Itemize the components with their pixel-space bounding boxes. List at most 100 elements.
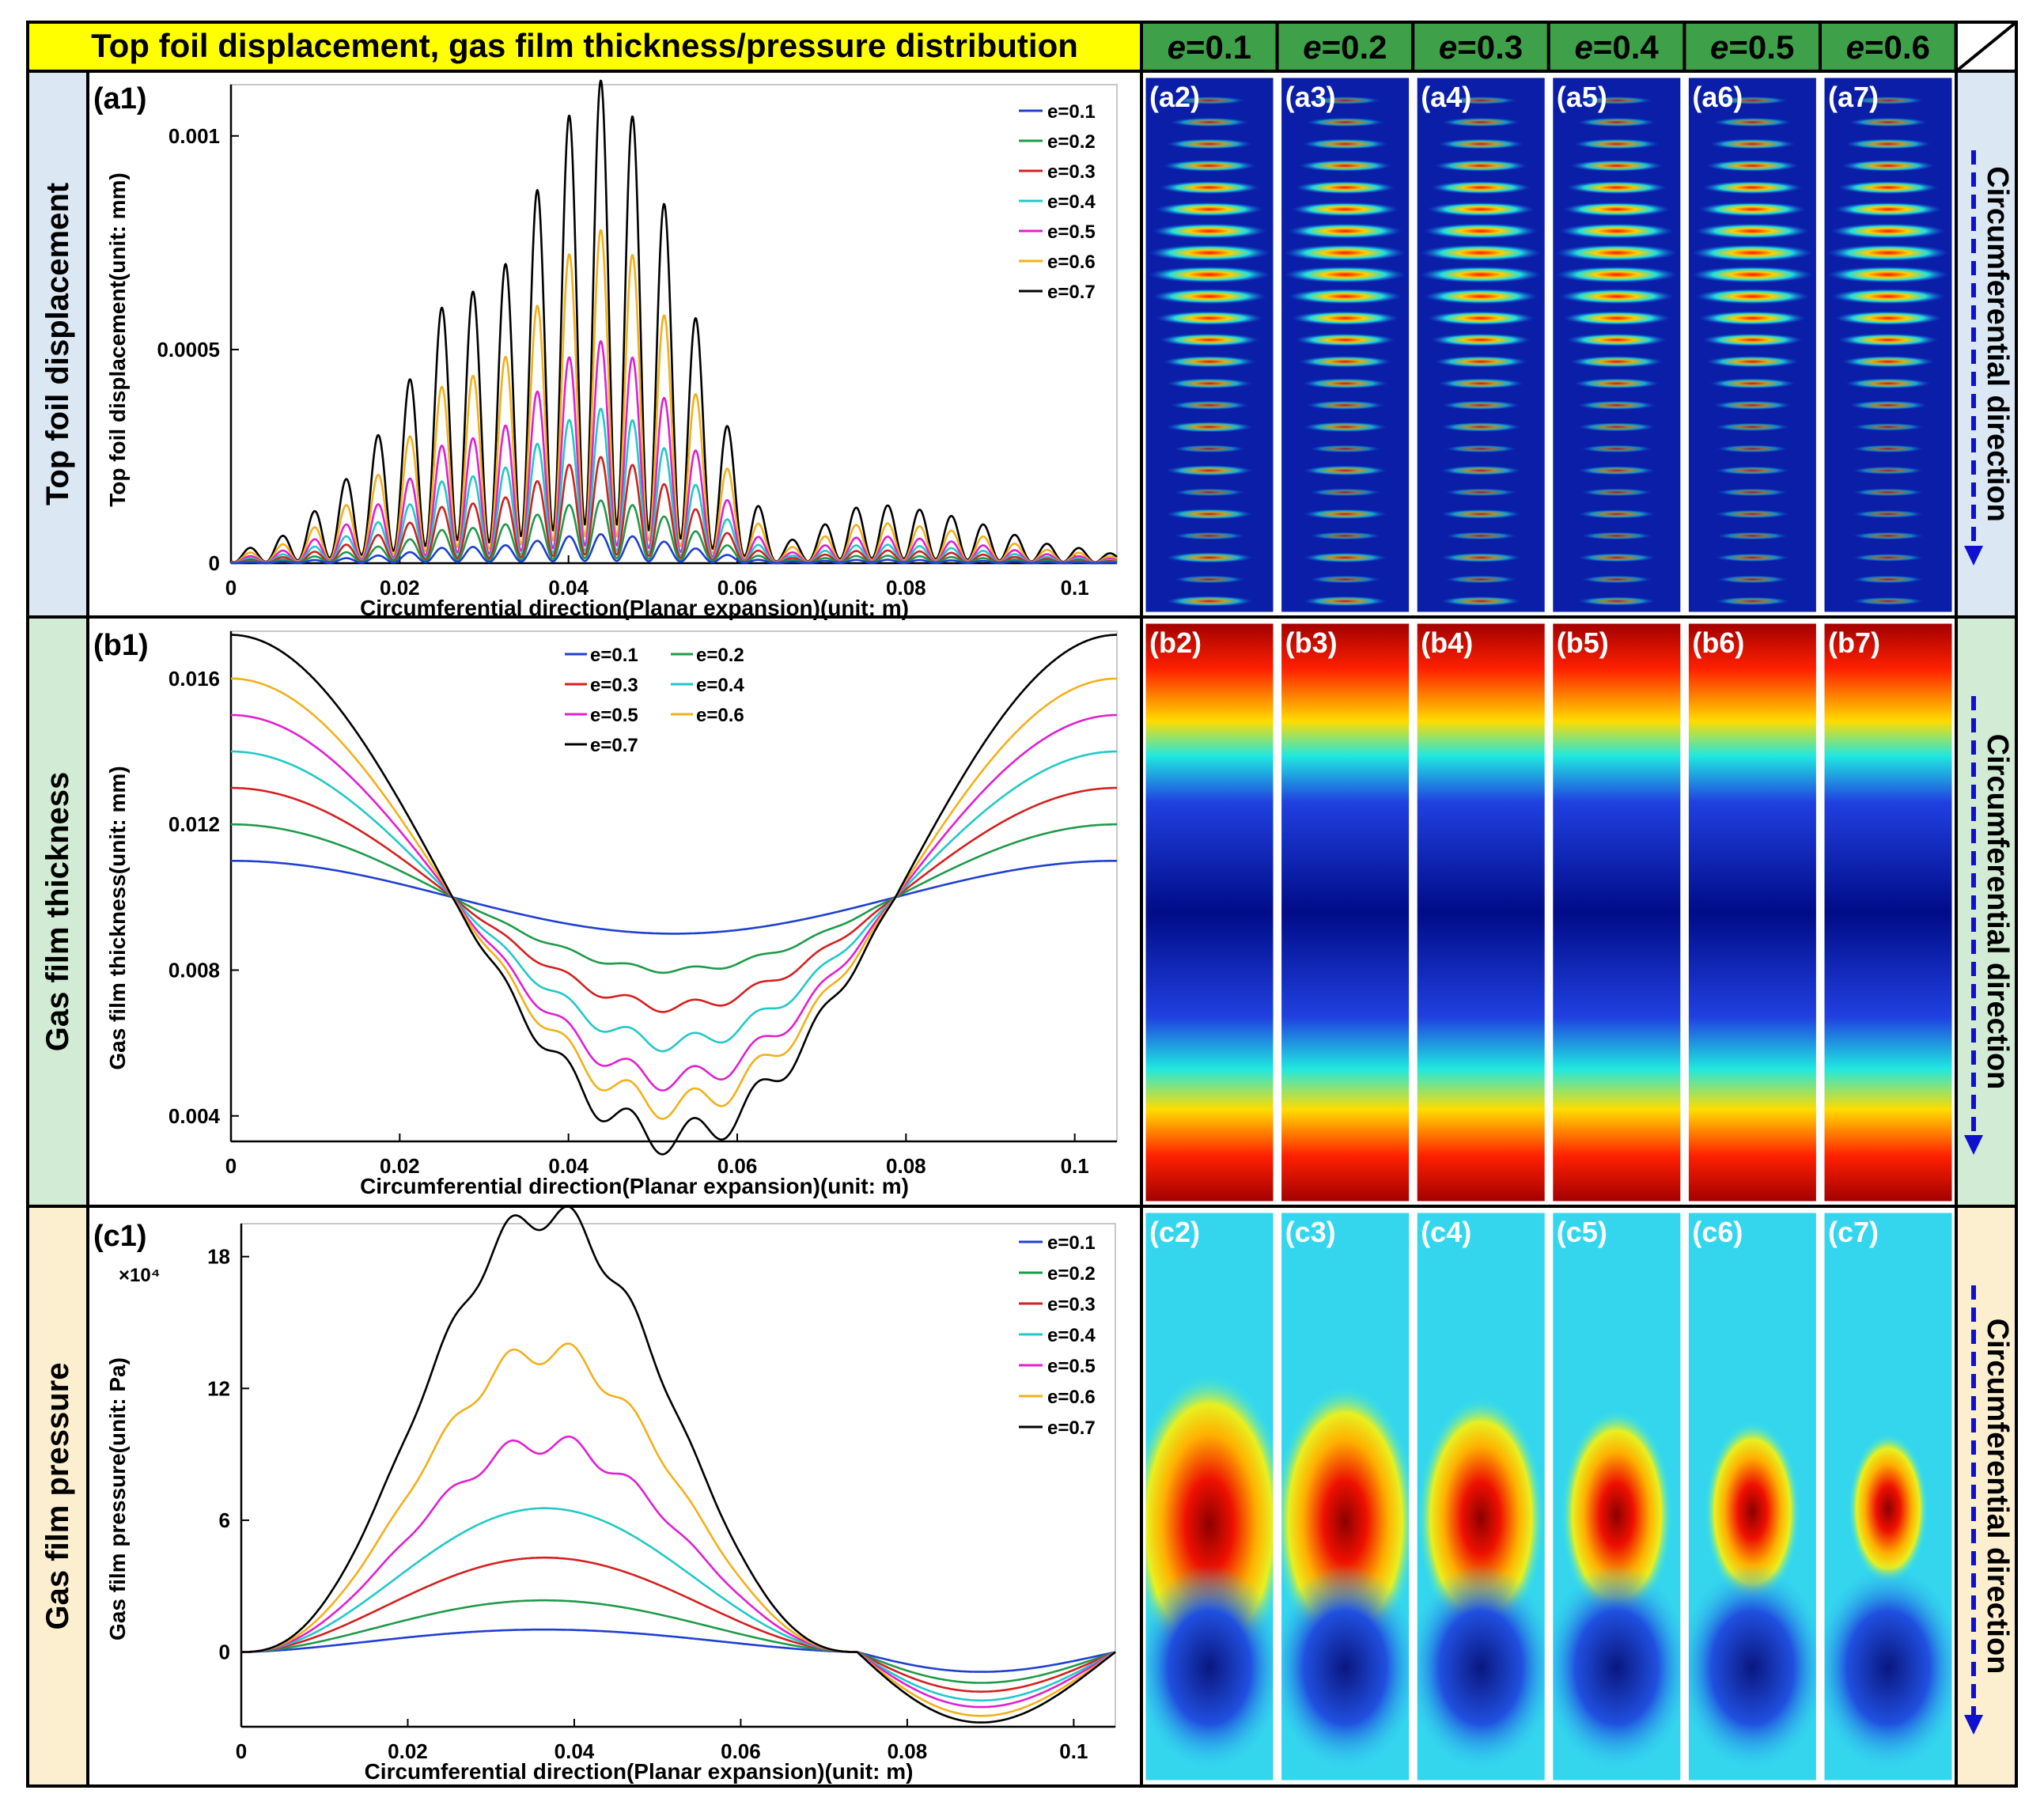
y-axis-label: Gas film thickness(unit: mm) [105, 766, 130, 1069]
x-tick-label: 0.06 [721, 1739, 761, 1763]
e-symbol: e [1846, 28, 1864, 66]
displacement-stripe [1173, 96, 1246, 105]
contour-panel: (b6) [1686, 621, 1819, 1204]
y-tick-label: 0.008 [168, 958, 220, 982]
displacement-stripe [1694, 223, 1811, 239]
displacement-stripe [1294, 180, 1396, 195]
y-tick-label: 0 [219, 1641, 230, 1664]
series-line [230, 750, 1118, 1053]
displacement-stripe [1433, 355, 1528, 368]
contour-panel: (c6) [1686, 1210, 1819, 1783]
displacement-stripe [1283, 244, 1407, 262]
displacement-stripe [1709, 138, 1796, 149]
x-axis-label: Circumferential direction(Planar expansi… [360, 1174, 909, 1198]
displacement-stripe [1690, 266, 1815, 283]
heatmap-frame [1140, 70, 1958, 619]
displacement-stripe [1440, 422, 1523, 432]
y-tick-label: 0.012 [168, 812, 220, 836]
panel-border [1686, 621, 1819, 1204]
e-value: =0.3 [1457, 28, 1523, 66]
displacement-stripe [1844, 378, 1932, 389]
displacement-stripe [1852, 532, 1925, 540]
legend-label: e=0.1 [1047, 1232, 1096, 1254]
displacement-stripe [1173, 532, 1246, 540]
displacement-stripe [1308, 96, 1382, 105]
displacement-stripe [1290, 311, 1400, 326]
displacement-stripe [1148, 266, 1271, 283]
panel-border [1550, 1210, 1683, 1783]
legend-label: e=0.4 [1047, 191, 1096, 213]
series-line [230, 677, 1118, 1120]
series-line [230, 823, 1118, 975]
displacement-stripe [1705, 160, 1800, 172]
y-tick-label: 0 [209, 551, 220, 575]
panel-border [1414, 621, 1547, 1204]
x-tick-label: 0.1 [1061, 576, 1089, 600]
displacement-stripe [1165, 465, 1254, 476]
displacement-stripe [1565, 333, 1667, 346]
panel-tag: (a4) [1421, 81, 1471, 113]
chart-b1: (b1) 0 0.02 0.04 0.06 0.08 0.1 0.004 0.008 0.012 0… [93, 629, 1118, 1198]
y-tick-label: 0.004 [168, 1104, 221, 1128]
e-symbol: e [1574, 28, 1592, 66]
series-line [230, 634, 1118, 1156]
e-symbol: e [1168, 28, 1186, 66]
legend-label: e=0.3 [590, 675, 638, 696]
panel-border [1550, 621, 1683, 1204]
pressure-low-zone [1687, 1565, 1818, 1770]
displacement-stripe [1852, 509, 1925, 518]
displacement-stripe [1440, 465, 1523, 475]
displacement-stripe [1440, 509, 1523, 520]
contour-panel: (a7) [1822, 75, 1955, 615]
side-band [1955, 1205, 2018, 1788]
panel-border [1686, 1210, 1819, 1783]
pressure-low-zone [1823, 1565, 1953, 1770]
legend-label: e=0.5 [1047, 1356, 1096, 1377]
contour-panel: (c4) [1414, 1210, 1547, 1783]
displacement-stripe [1173, 575, 1246, 584]
displacement-stripe [1573, 378, 1660, 389]
contour-panel: (b4) [1414, 621, 1547, 1204]
x-tick-label: 0.1 [1061, 1154, 1089, 1178]
displacement-stripe [1155, 202, 1264, 217]
contour-panel: (a2) [1143, 75, 1276, 615]
displacement-stripe [1555, 244, 1679, 262]
panel-content [1280, 1212, 1410, 1781]
displacement-stripe [1852, 422, 1925, 431]
displacement-stripe [1830, 288, 1947, 305]
x-tick-label: 0.02 [380, 576, 420, 600]
side-label: Circumferential direction [1981, 734, 2014, 1090]
displacement-stripe [1298, 355, 1393, 368]
panel-content [1416, 1212, 1546, 1781]
contour-panel: (c3) [1279, 1210, 1412, 1783]
x-tick-label: 0.02 [380, 1154, 420, 1178]
legend-label: e=0.6 [696, 705, 744, 726]
displacement-stripe [1712, 117, 1792, 127]
displacement-stripe [1287, 288, 1403, 305]
displacement-stripe [1558, 223, 1675, 239]
series-line [240, 1556, 1116, 1693]
displacement-stripe [1302, 509, 1388, 520]
panel-border [1822, 75, 1955, 615]
displacement-stripe [1852, 553, 1925, 562]
panel-tag: (b6) [1692, 626, 1744, 659]
x-axis-label: Circumferential direction(Planar expansi… [365, 1759, 914, 1784]
panel-tag: (b7) [1828, 626, 1880, 659]
displacement-stripe [1701, 333, 1804, 346]
displacement-stripe [1716, 575, 1789, 584]
series-line [240, 1342, 1116, 1717]
x-tick-label: 0.06 [717, 1154, 758, 1178]
displacement-stripe [1165, 138, 1254, 149]
panel-border [1414, 1210, 1547, 1783]
legend-label: e=0.5 [590, 705, 638, 726]
panel-border [1414, 75, 1547, 615]
displacement-stripe [1158, 180, 1261, 195]
displacement-stripe [1844, 138, 1932, 149]
row-label-band [26, 70, 89, 619]
legend-label: e=0.2 [1047, 1263, 1096, 1285]
displacement-stripe [1165, 509, 1254, 520]
displacement-stripe [1430, 180, 1532, 195]
column-header-label: e=0.3 [1439, 28, 1523, 66]
displacement-stripe [1569, 160, 1664, 172]
